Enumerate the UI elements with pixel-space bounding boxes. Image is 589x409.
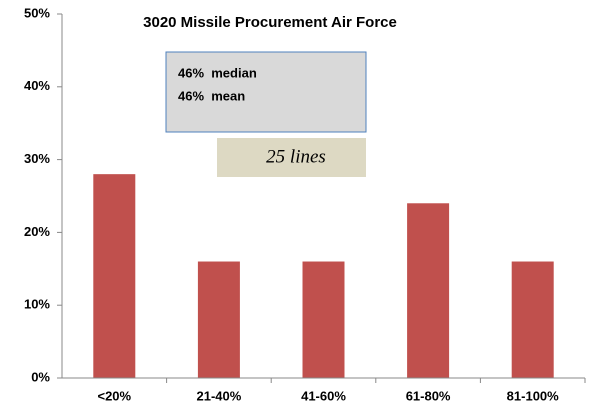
y-tick-label: 40%: [24, 78, 50, 93]
chart-title: 3020 Missile Procurement Air Force: [143, 14, 397, 31]
x-tick-label: 21-40%: [196, 388, 241, 403]
lines-box: [217, 138, 366, 177]
x-tick-label: 41-60%: [301, 388, 346, 403]
bar: [407, 203, 450, 378]
bar: [511, 261, 554, 378]
x-tick-label: 81-100%: [507, 388, 559, 403]
bar: [302, 261, 345, 378]
y-tick-label: 10%: [24, 297, 50, 312]
y-tick-label: 0%: [31, 369, 50, 384]
bar: [93, 174, 136, 378]
median-label: 46% median: [178, 65, 257, 80]
x-tick-label: 61-80%: [406, 388, 451, 403]
x-tick-label: <20%: [97, 388, 131, 403]
mean-label: 46% mean: [178, 88, 245, 103]
y-tick-label: 20%: [24, 224, 50, 239]
lines-label: 25 lines: [266, 146, 326, 167]
bar: [197, 261, 240, 378]
y-tick-label: 50%: [24, 5, 50, 20]
stats-box: [165, 51, 367, 133]
y-tick-label: 30%: [24, 151, 50, 166]
